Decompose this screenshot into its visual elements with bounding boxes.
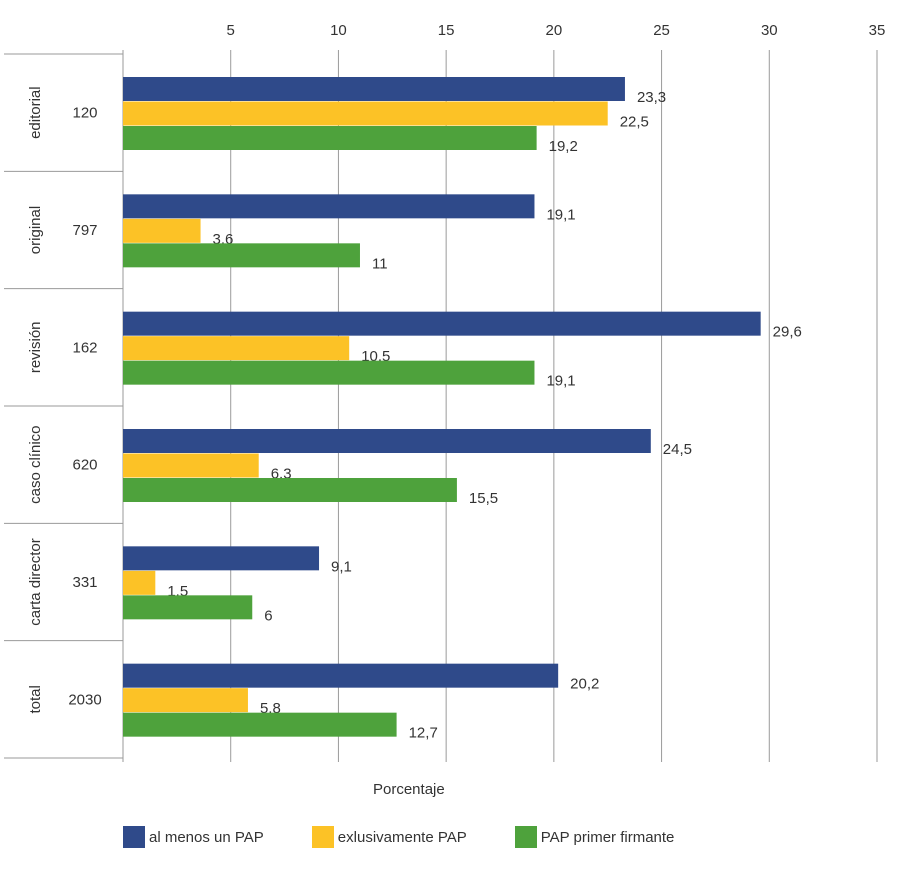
category-label: carta director bbox=[27, 538, 44, 626]
bar bbox=[123, 570, 156, 595]
legend-swatch bbox=[123, 826, 145, 848]
x-axis-title: Porcentaje bbox=[373, 781, 445, 798]
count-label: 620 bbox=[72, 457, 97, 474]
bar bbox=[123, 712, 397, 737]
category-label: caso clínico bbox=[27, 425, 44, 503]
data-label: 23,3 bbox=[637, 89, 666, 106]
legend-item-exclusivamente-pap: exlusivamente PAP bbox=[311, 826, 467, 848]
count-label: 120 bbox=[72, 105, 97, 122]
data-label: 29,6 bbox=[773, 324, 802, 341]
count-label: 2030 bbox=[68, 691, 101, 708]
count-label: 797 bbox=[72, 222, 97, 239]
x-tick-label: 5 bbox=[227, 22, 235, 39]
bar bbox=[123, 429, 651, 453]
bar bbox=[123, 126, 537, 150]
bar bbox=[123, 311, 761, 336]
bar bbox=[123, 546, 320, 571]
bar bbox=[123, 101, 608, 126]
data-label: 19,1 bbox=[546, 373, 575, 390]
data-label: 19,2 bbox=[549, 138, 578, 155]
x-tick-label: 20 bbox=[546, 22, 563, 39]
bar bbox=[123, 453, 259, 478]
bar bbox=[123, 688, 248, 713]
data-label: 22,5 bbox=[620, 114, 649, 131]
legend-item-pap-primer-firmante: PAP primer firmante bbox=[514, 826, 675, 848]
legend-item-al-menos-un-pap: al menos un PAP bbox=[123, 826, 264, 848]
bar bbox=[123, 77, 625, 101]
bar bbox=[123, 194, 535, 219]
count-label: 162 bbox=[72, 339, 97, 356]
bar bbox=[123, 478, 457, 502]
legend-label: PAP primer firmante bbox=[540, 828, 675, 846]
category-label: total bbox=[27, 685, 44, 713]
bar bbox=[123, 663, 559, 688]
data-label: 20,2 bbox=[570, 676, 599, 693]
bar bbox=[123, 218, 201, 243]
x-tick-label: 25 bbox=[653, 22, 670, 39]
count-label: 331 bbox=[72, 574, 97, 591]
category-label: original bbox=[27, 206, 44, 254]
legend-label: al menos un PAP bbox=[149, 828, 264, 846]
category-label: editorial bbox=[27, 86, 44, 139]
x-tick-label: 35 bbox=[869, 22, 886, 39]
bar bbox=[123, 595, 253, 620]
legend-swatch bbox=[514, 826, 537, 848]
data-label: 24,5 bbox=[663, 441, 692, 458]
data-label: 6 bbox=[264, 607, 272, 624]
data-label: 9,1 bbox=[331, 558, 352, 575]
legend: al menos un PAP exlusivamente PAP PAP pr… bbox=[123, 826, 722, 848]
bar bbox=[123, 360, 535, 385]
data-label: 12,7 bbox=[409, 725, 438, 742]
data-label: 15,5 bbox=[469, 490, 498, 507]
legend-label: exlusivamente PAP bbox=[337, 828, 467, 846]
category-label: revisión bbox=[27, 321, 44, 373]
data-label: 19,1 bbox=[546, 206, 575, 223]
x-tick-label: 15 bbox=[438, 22, 455, 39]
bar bbox=[123, 336, 350, 361]
legend-swatch bbox=[311, 826, 334, 848]
data-label: 11 bbox=[372, 255, 388, 272]
x-tick-label: 30 bbox=[761, 22, 778, 39]
bar bbox=[123, 243, 360, 268]
x-tick-label: 10 bbox=[330, 22, 347, 39]
